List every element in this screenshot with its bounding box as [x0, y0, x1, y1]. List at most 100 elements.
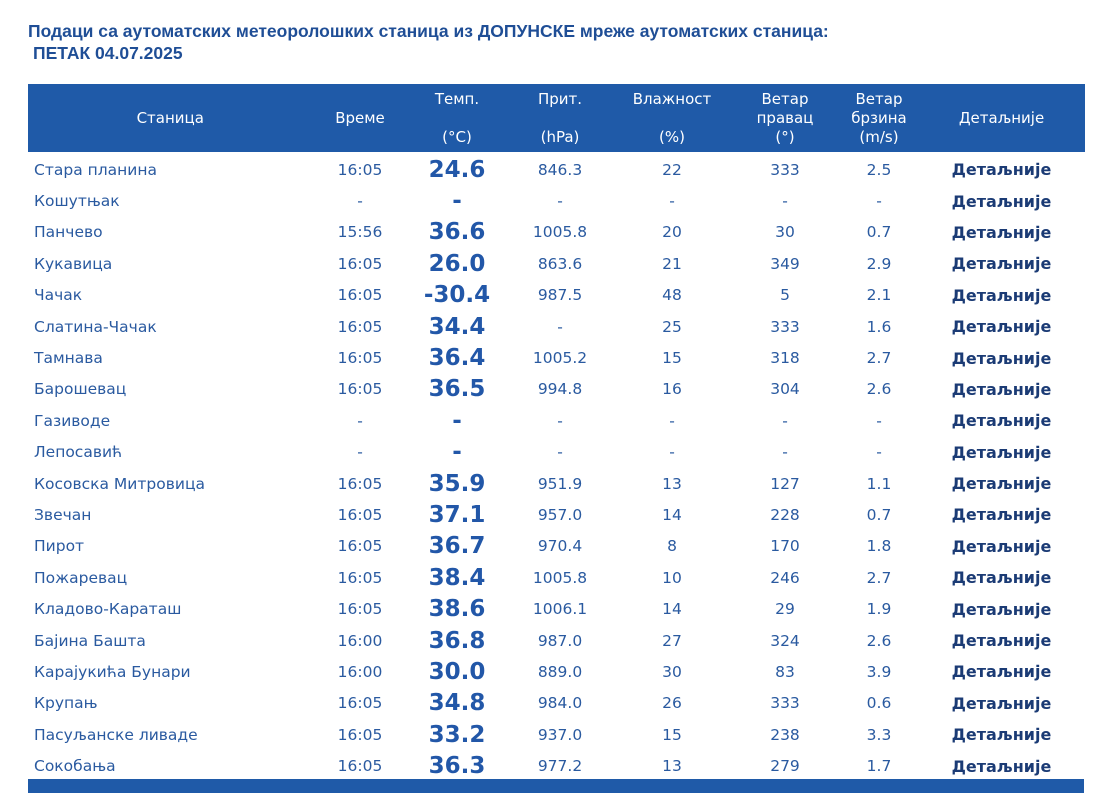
cell-pressure: 1005.8: [532, 568, 588, 587]
title-line-1: Подаци са аутоматских метеоролошких стан…: [28, 21, 829, 41]
details-link[interactable]: Детаљније: [951, 568, 1052, 588]
cell-wind-speed: 0.6: [866, 694, 892, 713]
cell-details: Детаљније: [919, 499, 1084, 530]
cell-temperature: 34.4: [428, 313, 486, 340]
cell-details: Детаљније: [919, 437, 1084, 468]
cell-temperature: 26.0: [428, 250, 486, 277]
table-row: Тамнава 16:05 36.4 1005.2 15 318 2.7 Детаљније: [28, 342, 1084, 373]
header-label: Прит.: [537, 89, 583, 108]
cell-temperature: 38.6: [428, 596, 486, 623]
cell-station: Чачак: [34, 286, 83, 305]
details-link[interactable]: Детаљније: [951, 474, 1052, 494]
details-link[interactable]: Детаљније: [951, 379, 1052, 399]
cell-wind-direction: -: [782, 443, 788, 462]
cell-pressure: 889.0: [537, 662, 583, 681]
cell-pressure: 994.8: [537, 380, 583, 399]
cell-wind-direction: 349: [770, 254, 800, 273]
table-row: Кладово-Караташ 16:05 38.6 1006.1 14 29 1.9 Дет…: [28, 593, 1084, 624]
table-row: Сокобања 16:05 36.3 977.2 13 279 1.7 Детаљније: [28, 750, 1084, 781]
cell-wind-speed: 2.7: [866, 568, 892, 587]
details-link[interactable]: Детаљније: [951, 442, 1052, 462]
details-link[interactable]: Детаљније: [951, 317, 1052, 337]
details-link[interactable]: Детаљније: [951, 725, 1052, 745]
cell-station: Косовска Митровица: [34, 474, 205, 493]
details-link[interactable]: Детаљније: [951, 693, 1052, 713]
cell-time: 16:05: [337, 757, 383, 776]
table-row: Пожаревац 16:05 38.4 1005.8 10 246 2.7 Детаљниј…: [28, 562, 1084, 593]
cell-wind-direction: 279: [770, 757, 800, 776]
cell-time: 16:05: [337, 160, 383, 179]
cell-wind-direction: -: [782, 192, 788, 211]
cell-temperature: 36.8: [428, 627, 486, 654]
cell-time: 16:05: [337, 349, 383, 368]
cell-temperature: 36.6: [428, 219, 486, 246]
cell-pressure: -: [557, 411, 563, 430]
header-label: Ветар: [761, 89, 809, 108]
details-link[interactable]: Детаљније: [951, 756, 1052, 776]
cell-wind-speed: -: [876, 192, 882, 211]
details-link[interactable]: Детаљније: [951, 285, 1052, 305]
table-row: Чачак 16:05 -30.4 987.5 48 5 2.1 Детаљније: [28, 280, 1084, 311]
cell-pressure: -: [557, 443, 563, 462]
cell-temperature: -: [452, 188, 462, 215]
cell-details: Детаљније: [919, 311, 1084, 342]
cell-station: Бајина Башта: [34, 631, 146, 650]
cell-station: Пирот: [34, 537, 85, 556]
cell-temperature: 36.4: [428, 345, 486, 372]
cell-pressure: 987.0: [537, 631, 583, 650]
cell-pressure: 957.0: [537, 505, 583, 524]
cell-wind-direction: 333: [770, 317, 800, 336]
cell-temperature: 33.2: [428, 721, 486, 748]
cell-humidity: 10: [662, 568, 682, 587]
table-row: Панчево 15:56 36.6 1005.8 20 30 0.7 Детаљније: [28, 217, 1084, 248]
details-link[interactable]: Детаљније: [951, 662, 1052, 682]
cell-station: Газиводе: [34, 411, 111, 430]
cell-pressure: 846.3: [537, 160, 583, 179]
cell-humidity: -: [669, 411, 675, 430]
details-link[interactable]: Детаљније: [951, 505, 1052, 525]
cell-station: Барошевац: [34, 380, 127, 399]
cell-time: 16:05: [337, 537, 383, 556]
cell-pressure: 1005.2: [532, 349, 588, 368]
cell-temperature: 36.3: [428, 753, 486, 780]
cell-details: Детаљније: [919, 688, 1084, 719]
cell-pressure: 1006.1: [532, 600, 588, 619]
cell-time: 16:05: [337, 505, 383, 524]
header-wind-direction: Ветар правац (°): [731, 84, 840, 154]
cell-humidity: 48: [662, 286, 682, 305]
cell-humidity: 21: [662, 254, 682, 273]
details-link[interactable]: Детаљније: [951, 191, 1052, 211]
cell-temperature: 24.6: [428, 156, 486, 183]
details-link[interactable]: Детаљније: [951, 348, 1052, 368]
details-link[interactable]: Детаљније: [951, 254, 1052, 274]
details-link[interactable]: Детаљније: [951, 222, 1052, 242]
cell-station: Кладово-Караташ: [34, 600, 182, 619]
cell-station: Лепосавић: [34, 443, 123, 462]
header-humidity: Влажност (%): [613, 84, 732, 154]
cell-wind-speed: 1.8: [866, 537, 892, 556]
header-label: Влажност: [632, 89, 712, 108]
page-title: Подаци са аутоматских метеоролошких стан…: [28, 20, 829, 64]
cell-humidity: 26: [662, 694, 682, 713]
cell-wind-speed: 0.7: [866, 223, 892, 242]
header-label: Детаљније: [958, 109, 1045, 127]
cell-wind-speed: 2.7: [866, 349, 892, 368]
details-link[interactable]: Детаљније: [951, 599, 1052, 619]
cell-pressure: 984.0: [537, 694, 583, 713]
details-link[interactable]: Детаљније: [951, 631, 1052, 651]
details-link[interactable]: Детаљније: [951, 160, 1052, 180]
header-label: (m/s): [859, 127, 899, 146]
cell-time: 16:05: [337, 317, 383, 336]
cell-wind-speed: 2.1: [866, 286, 892, 305]
details-link[interactable]: Детаљније: [951, 411, 1052, 431]
cell-time: 16:05: [337, 694, 383, 713]
cell-station: Кошутњак: [34, 192, 120, 211]
cell-wind-direction: 333: [770, 160, 800, 179]
details-link[interactable]: Детаљније: [951, 536, 1052, 556]
cell-humidity: 25: [662, 317, 682, 336]
table-row: Крупањ 16:05 34.8 984.0 26 333 0.6 Детаљније: [28, 688, 1084, 719]
header-label: Темп.: [434, 89, 480, 108]
table-row: Пасуљанске ливаде 16:05 33.2 937.0 15 238 3.3 Д…: [28, 719, 1084, 750]
cell-wind-speed: 1.9: [866, 600, 892, 619]
cell-wind-speed: -: [876, 443, 882, 462]
